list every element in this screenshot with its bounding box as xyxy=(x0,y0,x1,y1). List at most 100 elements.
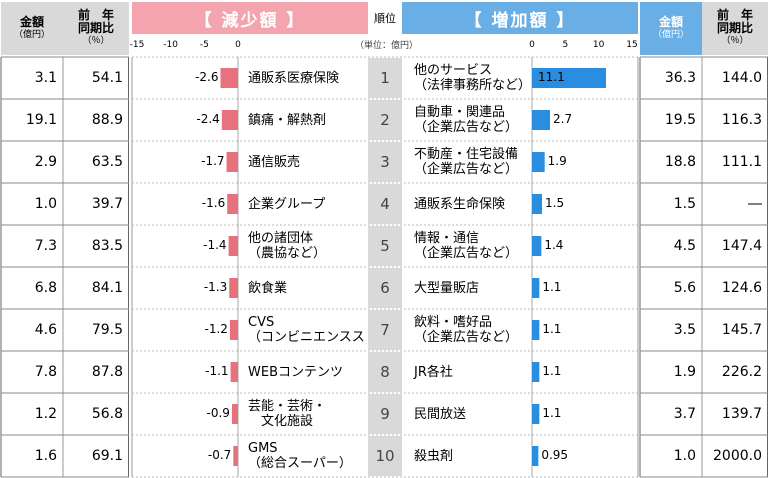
left-yoy-cell: 88.9 xyxy=(91,112,123,128)
increase-value-label: 1.1 xyxy=(542,322,562,336)
increase-value-label: 1.1 xyxy=(542,364,562,378)
rank-cell: 2 xyxy=(368,100,402,140)
right-amount-cell: 36.3 xyxy=(664,70,696,86)
decrease-axis-tick: -15 xyxy=(129,40,145,50)
right-amount-cell: 3.7 xyxy=(673,406,696,422)
left-amount-cell: 3.1 xyxy=(34,70,57,86)
decrease-axis-tick: -10 xyxy=(163,40,178,50)
increase-category: JR各社 xyxy=(414,364,453,380)
decrease-bar xyxy=(233,446,238,466)
decrease-bar xyxy=(227,194,238,214)
decrease-category: 芸能・芸術・ 文化施設 xyxy=(248,399,327,429)
decrease-category: WEBコンテンツ xyxy=(248,364,343,380)
increase-category: 飲料・嗜好品 （企業広告など） xyxy=(414,315,519,345)
decrease-axis-tick: -5 xyxy=(199,40,209,50)
right-amount-cell: 18.8 xyxy=(664,154,696,170)
decrease-value-label: -1.4 xyxy=(203,238,227,252)
right-yoy-cell: 139.7 xyxy=(721,406,762,422)
right-amount-header: 金額 （億円） xyxy=(640,2,702,55)
decrease-bar xyxy=(230,362,238,382)
decrease-bar xyxy=(221,110,238,130)
increase-value-label: 1.1 xyxy=(542,280,562,294)
increase-category: 通販系生命保険 xyxy=(414,196,506,212)
decrease-value-label: -0.7 xyxy=(207,448,232,462)
increase-category: 自動車・関連品 （企業広告など） xyxy=(414,105,519,135)
right-yoy-cell: 144.0 xyxy=(721,70,762,86)
decrease-category: 企業グループ xyxy=(248,196,326,212)
rank-cell: 5 xyxy=(368,226,402,266)
decrease-category: 鎮痛・解熱剤 xyxy=(248,112,327,128)
increase-value-label: 11.1 xyxy=(538,70,565,84)
rank-cell: 3 xyxy=(368,142,402,182)
increase-value-label: 1.5 xyxy=(545,196,565,210)
increase-axis-tick: 10 xyxy=(592,40,605,50)
left-amount-cell: 2.9 xyxy=(34,154,57,170)
decrease-value-label: -0.9 xyxy=(206,406,230,420)
decrease-value-label: -2.4 xyxy=(196,112,220,126)
rank-cell: 10 xyxy=(368,436,402,476)
decrease-category: GMS （総合スーパー） xyxy=(248,441,352,471)
left-amount-cell: 7.8 xyxy=(34,364,57,380)
increase-category: 民間放送 xyxy=(414,406,467,422)
increase-title: 【 増加額 】 xyxy=(402,2,638,34)
decrease-value-label: -1.2 xyxy=(204,322,228,336)
decrease-category: 他の諸団体 （農協など） xyxy=(248,231,327,261)
left-yoy-cell: 56.8 xyxy=(91,406,123,422)
rank-cell: 8 xyxy=(368,352,402,392)
rank-cell: 6 xyxy=(368,268,402,308)
rank-header: 順位 xyxy=(374,12,396,25)
decrease-value-label: -1.1 xyxy=(205,364,229,378)
increase-value-label: 1.4 xyxy=(544,238,564,252)
left-amount-cell: 1.2 xyxy=(34,406,57,422)
right-yoy-cell: ― xyxy=(748,196,762,212)
increase-category: 殺虫剤 xyxy=(414,448,454,464)
left-yoy-header: 前 年同期比 （％） xyxy=(63,2,129,55)
left-amount-cell: 4.6 xyxy=(34,322,57,338)
right-yoy-cell: 111.1 xyxy=(721,154,762,170)
rank-cell: 1 xyxy=(368,58,402,98)
increase-axis-tick: 5 xyxy=(562,40,569,50)
decrease-value-label: -1.7 xyxy=(201,154,225,168)
left-yoy-cell: 39.7 xyxy=(91,196,123,212)
increase-axis-tick: 15 xyxy=(626,40,638,50)
rank-cell: 7 xyxy=(368,310,402,350)
increase-value-label: 0.95 xyxy=(541,448,569,462)
right-yoy-cell: 116.3 xyxy=(721,112,762,128)
right-yoy-header: 前 年同期比 （％） xyxy=(702,2,768,55)
decrease-axis-tick: 0 xyxy=(235,40,241,50)
left-yoy-cell: 69.1 xyxy=(91,448,123,464)
decrease-value-label: -1.3 xyxy=(203,280,228,294)
left-amount-cell: 1.0 xyxy=(34,196,57,212)
left-amount-header: 金額 （億円） xyxy=(1,2,63,55)
decrease-category: 飲食業 xyxy=(248,280,288,296)
right-amount-cell: 5.6 xyxy=(673,280,696,296)
decrease-bar xyxy=(229,320,238,340)
left-amount-cell: 6.8 xyxy=(34,280,57,296)
decrease-category: 通販系医療保険 xyxy=(248,70,340,86)
decrease-bar xyxy=(228,236,238,256)
increase-value-label: 2.7 xyxy=(553,112,573,126)
increase-value-label: 1.1 xyxy=(542,406,562,420)
right-yoy-cell: 124.6 xyxy=(721,280,762,296)
rank-cell: 9 xyxy=(368,394,402,434)
increase-bar xyxy=(532,110,550,130)
rank-cell: 4 xyxy=(368,184,402,224)
decrease-category: CVS （コンビニエンスストア） xyxy=(248,315,404,345)
left-amount-cell: 1.6 xyxy=(34,448,57,464)
increase-value-label: 1.9 xyxy=(547,154,567,168)
right-yoy-cell: 226.2 xyxy=(721,364,762,380)
right-yoy-cell: 145.7 xyxy=(721,322,762,338)
left-yoy-cell: 54.1 xyxy=(91,70,123,86)
decrease-value-label: -2.6 xyxy=(195,70,219,84)
decrease-category: 通信販売 xyxy=(248,154,301,170)
right-yoy-cell: 147.4 xyxy=(721,238,762,254)
left-yoy-cell: 87.8 xyxy=(91,364,123,380)
right-yoy-cell: 2000.0 xyxy=(713,448,762,464)
right-amount-cell: 1.5 xyxy=(673,196,696,212)
decrease-bar xyxy=(231,404,238,424)
decrease-value-label: -1.6 xyxy=(201,196,226,210)
unit-note: （単位：億円） xyxy=(355,41,419,51)
left-yoy-cell: 79.5 xyxy=(91,322,123,338)
decrease-bar xyxy=(220,68,238,88)
left-yoy-cell: 84.1 xyxy=(91,280,123,296)
